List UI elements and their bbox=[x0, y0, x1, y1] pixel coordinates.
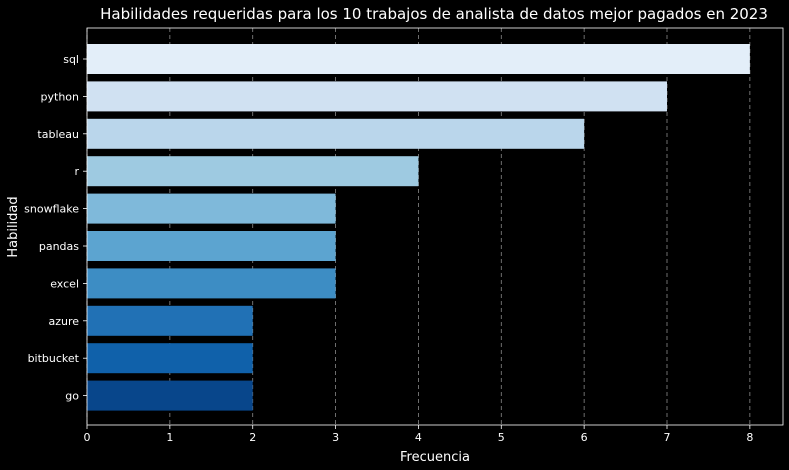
bar-r bbox=[87, 156, 419, 187]
x-tick-label: 3 bbox=[332, 431, 339, 444]
bar-sql bbox=[87, 44, 750, 74]
x-tick-label: 6 bbox=[581, 431, 588, 444]
bar-tableau bbox=[87, 118, 585, 149]
bar-pandas bbox=[87, 231, 336, 261]
bar-snowflake bbox=[87, 193, 336, 224]
x-axis-label: Frecuencia bbox=[400, 450, 470, 465]
bar-bitbucket bbox=[87, 343, 253, 374]
chart-title: Habilidades requeridas para los 10 traba… bbox=[100, 5, 768, 23]
y-tick-label: pandas bbox=[39, 240, 79, 253]
x-axis-ticks: 0 1 2 3 4 5 6 7 8 bbox=[84, 425, 753, 444]
y-tick-label: excel bbox=[50, 277, 79, 290]
bar-azure bbox=[87, 305, 253, 336]
y-tick-label: r bbox=[74, 165, 79, 178]
x-tick-label: 4 bbox=[415, 431, 422, 444]
y-axis-ticks: sql python tableau r snowflake pandas excel azu… bbox=[24, 53, 87, 403]
y-tick-label: sql bbox=[63, 53, 79, 66]
x-tick-label: 1 bbox=[166, 431, 173, 444]
x-tick-label: 2 bbox=[249, 431, 256, 444]
y-tick-label: python bbox=[41, 90, 80, 103]
bars bbox=[87, 44, 750, 411]
y-tick-label: go bbox=[65, 390, 79, 403]
bar-go bbox=[87, 380, 253, 411]
y-tick-label: snowflake bbox=[24, 203, 79, 216]
x-tick-label: 0 bbox=[84, 431, 91, 444]
x-tick-label: 7 bbox=[664, 431, 671, 444]
bar-python bbox=[87, 81, 667, 112]
y-tick-label: azure bbox=[48, 315, 79, 328]
y-tick-label: bitbucket bbox=[28, 352, 80, 365]
y-tick-label: tableau bbox=[37, 128, 79, 141]
x-tick-label: 8 bbox=[746, 431, 753, 444]
bar-excel bbox=[87, 268, 336, 299]
y-axis-label: Habilidad bbox=[6, 196, 21, 257]
x-tick-label: 5 bbox=[498, 431, 505, 444]
plot-frame bbox=[86, 27, 784, 426]
